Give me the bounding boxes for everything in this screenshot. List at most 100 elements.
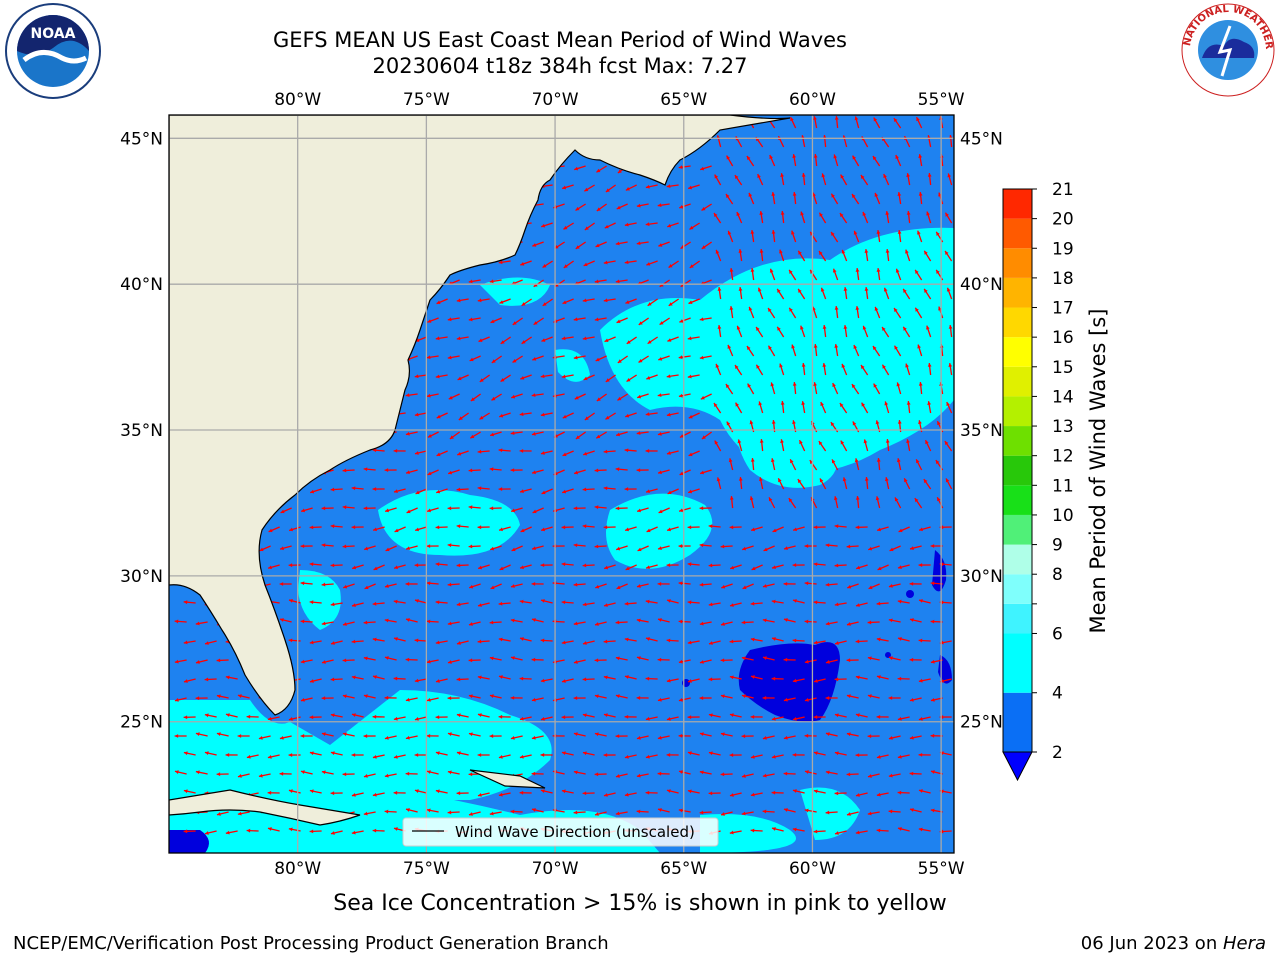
colorbar-bin bbox=[1003, 692, 1032, 752]
wave-direction-arrowhead bbox=[426, 734, 431, 738]
wave-direction-arrowhead bbox=[468, 505, 473, 510]
wave-direction-arrowhead bbox=[342, 658, 347, 663]
colorbar-tick-label: 15 bbox=[1052, 358, 1074, 378]
colorbar-tick-label: 21 bbox=[1052, 180, 1074, 200]
wave-direction-arrowhead bbox=[511, 394, 516, 399]
wave-direction-arrowhead bbox=[489, 467, 494, 472]
wave-direction-arrowhead bbox=[918, 789, 923, 793]
lat-tick-label: 25°N bbox=[120, 713, 163, 733]
wave-direction-arrowhead bbox=[804, 808, 809, 813]
wave-direction-arrowhead bbox=[658, 509, 663, 514]
wave-direction-arrowhead bbox=[783, 581, 788, 586]
wave-direction-arrowhead bbox=[268, 528, 273, 533]
wave-direction-arrowhead bbox=[448, 395, 453, 400]
wave-direction-arrowhead bbox=[855, 713, 860, 718]
wave-direction-arrowhead bbox=[624, 754, 629, 759]
wave-direction-arrowhead bbox=[414, 678, 419, 683]
colorbar-tick-label: 10 bbox=[1052, 506, 1074, 526]
wave-direction-arrowhead bbox=[540, 789, 545, 793]
wave-direction-arrowhead bbox=[895, 155, 899, 159]
wave-direction-arrowhead bbox=[834, 831, 839, 835]
wave-direction-arrowhead bbox=[935, 460, 940, 465]
wave-direction-arrowhead bbox=[582, 677, 587, 682]
wave-direction-arrowhead bbox=[853, 344, 858, 349]
wave-direction-arrowhead bbox=[888, 656, 893, 660]
colorbar-bin bbox=[1003, 544, 1032, 575]
wave-direction-arrowhead bbox=[342, 544, 347, 549]
wave-direction-arrowhead bbox=[888, 618, 893, 623]
wave-direction-arrowhead bbox=[309, 679, 314, 683]
wave-direction-arrowhead bbox=[930, 659, 935, 664]
wave-direction-arrowhead bbox=[393, 599, 398, 604]
wave-direction-arrowhead bbox=[512, 321, 517, 325]
wave-direction-arrowhead bbox=[309, 751, 314, 756]
wave-direction-arrowhead bbox=[531, 393, 536, 398]
wave-direction-arrowhead bbox=[426, 698, 431, 702]
wave-direction-arrowhead bbox=[749, 496, 754, 501]
wave-direction-arrowhead bbox=[924, 250, 928, 255]
wave-direction-arrowhead bbox=[727, 230, 732, 235]
wave-direction-arrowhead bbox=[288, 599, 293, 603]
wave-direction-arrowhead bbox=[561, 789, 566, 794]
wave-direction-arrowhead bbox=[448, 470, 453, 475]
wave-direction-arrowhead bbox=[748, 306, 753, 311]
wave-direction-arrowhead bbox=[801, 173, 806, 177]
wave-direction-arrowhead bbox=[926, 325, 930, 330]
wave-direction-arrowhead bbox=[280, 546, 284, 551]
wave-direction-arrowhead bbox=[930, 544, 935, 548]
wave-direction-arrowhead bbox=[864, 249, 869, 253]
map-axis-labels: 80°W 80°W 75°W 75°W 70°W 70°W 65°W 65°W 60°W 60°W… bbox=[120, 90, 1003, 879]
wave-direction-arrowhead bbox=[770, 458, 775, 463]
wave-direction-arrowhead bbox=[647, 340, 652, 344]
wave-direction-arrowhead bbox=[174, 619, 179, 624]
wave-direction-arrowhead bbox=[914, 498, 919, 503]
wave-direction-arrowhead bbox=[736, 211, 741, 216]
wave-direction-arrowhead bbox=[678, 770, 683, 774]
wave-direction-arrowhead bbox=[771, 637, 776, 641]
wave-direction-arrowhead bbox=[687, 789, 692, 794]
wave-direction-arrowhead bbox=[883, 287, 888, 292]
wave-direction-arrowhead bbox=[813, 789, 818, 794]
sea-ice-note: Sea Ice Concentration > 15% is shown in … bbox=[333, 891, 947, 916]
wave-direction-arrowhead bbox=[595, 584, 600, 589]
wave-direction-arrowhead bbox=[456, 298, 461, 303]
wave-direction-arrowhead bbox=[708, 677, 713, 682]
lon-tick-label: 70°W bbox=[532, 90, 579, 110]
wave-direction-arrowhead bbox=[918, 678, 923, 683]
wave-direction-arrowhead bbox=[510, 809, 515, 814]
wave-direction-arrowhead bbox=[574, 470, 579, 475]
wave-direction-arrowhead bbox=[456, 713, 461, 718]
legend-label: Wind Wave Direction (unscaled) bbox=[455, 823, 695, 841]
wave-direction-arrowhead bbox=[729, 496, 734, 500]
wave-direction-arrowhead bbox=[831, 231, 835, 236]
wave-direction-arrowhead bbox=[790, 117, 794, 122]
wave-direction-arrowhead bbox=[477, 603, 482, 607]
wave-direction-arrowhead bbox=[825, 732, 830, 736]
wave-direction-arrowhead bbox=[373, 566, 378, 571]
wave-direction-arrowhead bbox=[813, 344, 818, 348]
wave-direction-arrowhead bbox=[678, 544, 683, 548]
wave-direction-arrowhead bbox=[490, 585, 495, 590]
wave-direction-arrowhead bbox=[351, 675, 356, 680]
wave-direction-arrowhead bbox=[930, 733, 935, 738]
wave-direction-arrowhead bbox=[624, 792, 629, 797]
colorbar-bin bbox=[1003, 426, 1032, 456]
wave-direction-arrowhead bbox=[666, 563, 671, 568]
wave-direction-arrowhead bbox=[267, 716, 272, 721]
wave-direction-arrowhead bbox=[456, 677, 461, 682]
wave-direction-arrowhead bbox=[687, 751, 692, 756]
wave-direction-arrowhead bbox=[833, 154, 838, 159]
wave-direction-arrowhead bbox=[855, 675, 860, 680]
wave-direction-arrowhead bbox=[351, 603, 356, 607]
wave-direction-arrowhead bbox=[414, 451, 419, 455]
colorbar-tick-label: 18 bbox=[1052, 269, 1074, 289]
wave-direction-arrowhead bbox=[738, 249, 743, 253]
wave-direction-arrowhead bbox=[216, 694, 221, 699]
wave-direction-arrowhead bbox=[435, 525, 440, 530]
chart-subtitle: 20230604 t18z 384h fcst Max: 7.27 bbox=[372, 54, 748, 78]
wave-direction-arrowhead bbox=[498, 637, 503, 642]
colorbar-under-extension bbox=[1002, 751, 1033, 782]
wave-direction-arrowhead bbox=[749, 420, 754, 425]
wave-direction-arrowhead bbox=[905, 249, 909, 254]
wave-direction-arrowhead bbox=[717, 325, 722, 329]
